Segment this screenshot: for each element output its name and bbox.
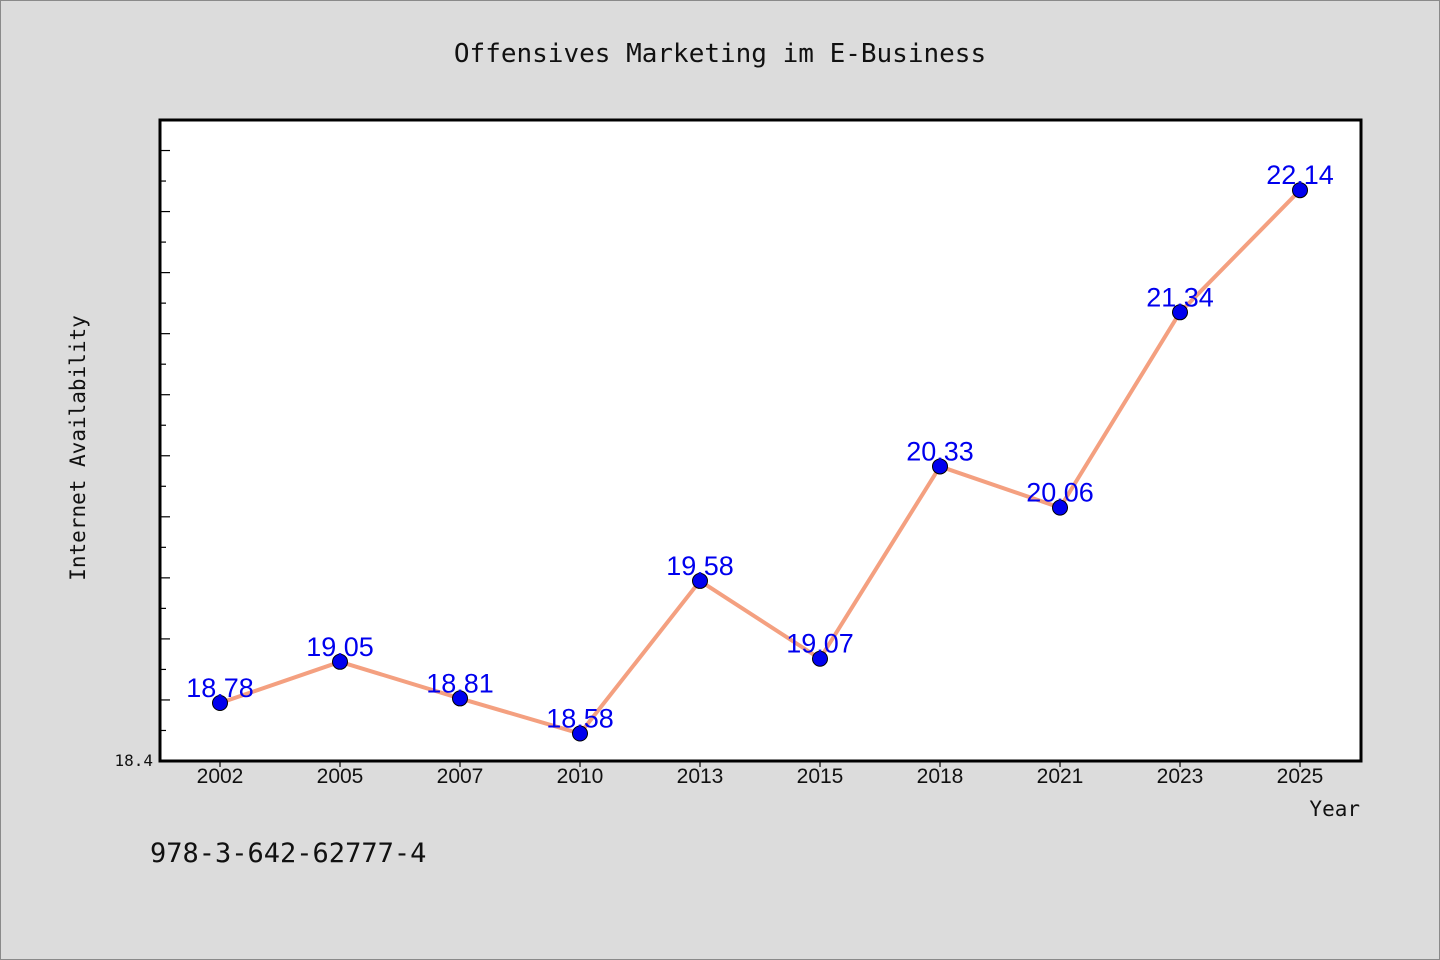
data-point bbox=[1292, 182, 1308, 199]
x-tick-label: 2005 bbox=[317, 765, 364, 788]
data-point bbox=[932, 458, 948, 475]
x-tick-label: 2023 bbox=[1157, 765, 1204, 788]
y-axis-min-label: 18.4 bbox=[114, 751, 153, 770]
data-point bbox=[692, 572, 708, 589]
x-tick-label: 2015 bbox=[797, 765, 844, 788]
series-line-group bbox=[218, 188, 1302, 736]
plot-area bbox=[158, 118, 1363, 763]
data-labels: 18.78 19.05 18.81 18.58 19.58 19.07 20.33 20.06… bbox=[186, 160, 1334, 733]
data-point bbox=[812, 650, 828, 667]
data-label: 20.06 bbox=[1026, 478, 1094, 508]
x-tick-label: 2021 bbox=[1037, 765, 1084, 788]
data-point bbox=[1052, 499, 1068, 516]
data-label: 19.05 bbox=[306, 632, 374, 662]
data-label: 18.58 bbox=[546, 704, 614, 734]
x-tick-label: 2002 bbox=[197, 765, 244, 788]
data-point bbox=[212, 695, 228, 712]
series-line bbox=[218, 188, 1302, 736]
x-tick-label: 2025 bbox=[1277, 765, 1324, 788]
data-point bbox=[572, 725, 588, 742]
x-axis-ticks bbox=[219, 761, 1301, 767]
chart-title: Offensives Marketing im E-Business bbox=[454, 39, 986, 69]
data-label: 21.34 bbox=[1146, 282, 1214, 312]
x-tick-label: 2010 bbox=[557, 765, 604, 788]
x-tick-label: 2018 bbox=[917, 765, 964, 788]
x-axis-label: Year bbox=[1309, 797, 1360, 821]
data-point bbox=[452, 690, 468, 707]
isbn-annotation: 978-3-642-62777-4 bbox=[150, 838, 426, 869]
data-markers bbox=[212, 182, 1308, 742]
data-label: 20.33 bbox=[906, 436, 974, 466]
x-tick-labels: 2002 2005 2007 2010 2013 2015 2018 2021 2023 2025 bbox=[197, 765, 1324, 788]
data-point bbox=[332, 653, 348, 670]
data-label: 19.58 bbox=[666, 551, 734, 581]
data-label: 22.14 bbox=[1266, 160, 1334, 190]
data-label: 18.81 bbox=[426, 668, 494, 698]
data-point bbox=[1172, 304, 1188, 321]
x-tick-label: 2007 bbox=[437, 765, 484, 788]
data-label: 19.07 bbox=[786, 629, 854, 659]
y-axis-ticks bbox=[160, 149, 170, 732]
x-tick-label: 2013 bbox=[677, 765, 724, 788]
data-label: 18.78 bbox=[186, 673, 254, 703]
y-axis-label: Internet Availability bbox=[66, 315, 90, 581]
